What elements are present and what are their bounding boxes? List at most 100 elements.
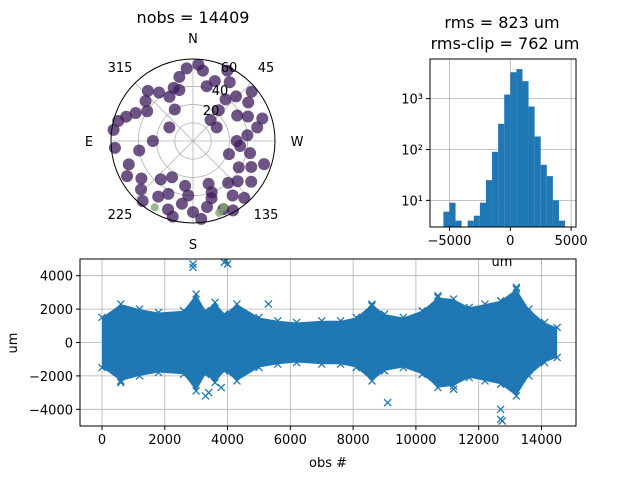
polar-point	[245, 175, 258, 188]
residual-marker	[254, 363, 263, 372]
residual-outlier	[217, 383, 226, 392]
residual-marker	[399, 313, 408, 322]
azimuth-label-225: 225	[108, 208, 133, 223]
residual-xtick-label: 6000	[274, 433, 307, 448]
residual-marker	[292, 318, 301, 327]
residual-marker	[496, 380, 505, 389]
histogram-bar	[540, 164, 547, 227]
residual-marker	[201, 306, 210, 315]
residual-outlier	[433, 291, 442, 300]
polar-point	[245, 160, 258, 173]
polar-point	[141, 105, 154, 118]
residual-marker	[540, 358, 549, 367]
residual-outlier	[449, 385, 458, 394]
histogram-xlabel: um	[492, 255, 513, 270]
residual-marker	[220, 366, 229, 375]
residual-outlier	[367, 301, 376, 310]
residual-marker	[98, 313, 106, 322]
polar-point	[135, 183, 148, 196]
polar-spoke-225	[192, 140, 252, 200]
azimuth-label-135: 135	[254, 208, 279, 223]
residual-ytick-label: −4000	[29, 403, 73, 418]
residual-chart: 0 2000 4000 6000 8000 10000 12000 14000 −4000 −20…	[6, 258, 577, 471]
polar-point-highlight	[215, 208, 224, 217]
polar-point	[173, 83, 186, 96]
residual-marker	[192, 290, 201, 299]
polar-point	[146, 135, 159, 147]
histogram-ytick-label: 10²	[401, 143, 423, 158]
compass-north: N	[188, 32, 198, 47]
residual-marker	[233, 376, 241, 385]
histogram-bar	[504, 94, 511, 228]
polar-point	[245, 85, 258, 98]
polar-point	[187, 206, 199, 219]
residual-marker	[433, 383, 442, 392]
histogram-bar	[546, 176, 553, 227]
polar-point	[238, 191, 251, 204]
polar-point	[200, 80, 213, 93]
residual-marker	[512, 391, 521, 400]
polar-point	[232, 161, 245, 174]
polar-point	[205, 186, 218, 199]
polar-point	[135, 172, 148, 185]
polar-point	[166, 171, 179, 184]
histogram-title: rms = 823 um	[444, 13, 559, 32]
residual-xtick-label: 8000	[337, 433, 370, 448]
residual-marker	[553, 323, 562, 332]
histogram-bar	[455, 220, 462, 227]
residual-marker	[192, 386, 201, 395]
histogram-bar	[522, 81, 529, 227]
polar-point	[112, 114, 125, 127]
polar-point	[175, 197, 188, 210]
polar-point	[227, 204, 240, 217]
polar-point	[244, 147, 257, 160]
residual-marker	[512, 285, 521, 294]
polar-point	[223, 76, 236, 89]
residual-ytick-label: 2000	[40, 303, 73, 318]
histogram-ytick-label: 10³	[401, 93, 423, 108]
polar-point	[139, 95, 152, 108]
histogram-xtick-label: −5000	[427, 234, 471, 249]
residual-ytick-label: 4000	[40, 270, 73, 285]
residual-xlabel: obs #	[309, 456, 347, 471]
residual-marker	[496, 296, 505, 305]
polar-point	[136, 195, 149, 208]
polar-point	[182, 189, 195, 202]
polar-point	[152, 190, 165, 203]
residual-marker	[292, 358, 301, 367]
histogram-bars	[443, 69, 566, 228]
residual-outlier	[189, 263, 197, 272]
polar-point	[256, 112, 269, 125]
histogram-axes: −5000 0 5000 10¹ 10² 10³	[401, 93, 587, 249]
residual-marker	[524, 305, 533, 314]
histogram-bar	[485, 180, 493, 227]
azimuth-label-45: 45	[258, 61, 275, 76]
histogram-frame	[429, 58, 577, 228]
polar-point	[168, 103, 181, 116]
residual-marker	[273, 316, 282, 325]
residual-points	[98, 259, 562, 425]
polar-point	[163, 90, 176, 103]
residual-ytick-label: −2000	[29, 370, 73, 385]
residual-xtick-label: 0	[98, 433, 106, 448]
residual-marker	[465, 373, 474, 382]
polar-point	[226, 189, 239, 202]
residual-marker	[135, 371, 144, 380]
residual-marker	[317, 360, 326, 369]
residual-axes: 0 2000 4000 6000 8000 10000 12000 14000 −4000 −20…	[29, 270, 562, 448]
residual-marker	[154, 368, 163, 377]
histogram-bar	[498, 123, 505, 227]
polar-point	[173, 70, 186, 83]
azimuth-label-315: 315	[108, 61, 133, 76]
residual-xtick-label: 14000	[521, 433, 562, 448]
polar-point	[162, 187, 175, 200]
polar-point	[222, 148, 235, 161]
polar-frame	[110, 58, 276, 224]
histogram-bar	[528, 106, 535, 227]
residual-marker	[116, 300, 125, 309]
residual-marker	[273, 360, 282, 369]
residual-marker	[449, 295, 458, 304]
residual-marker	[254, 313, 263, 322]
polar-point	[231, 109, 244, 122]
